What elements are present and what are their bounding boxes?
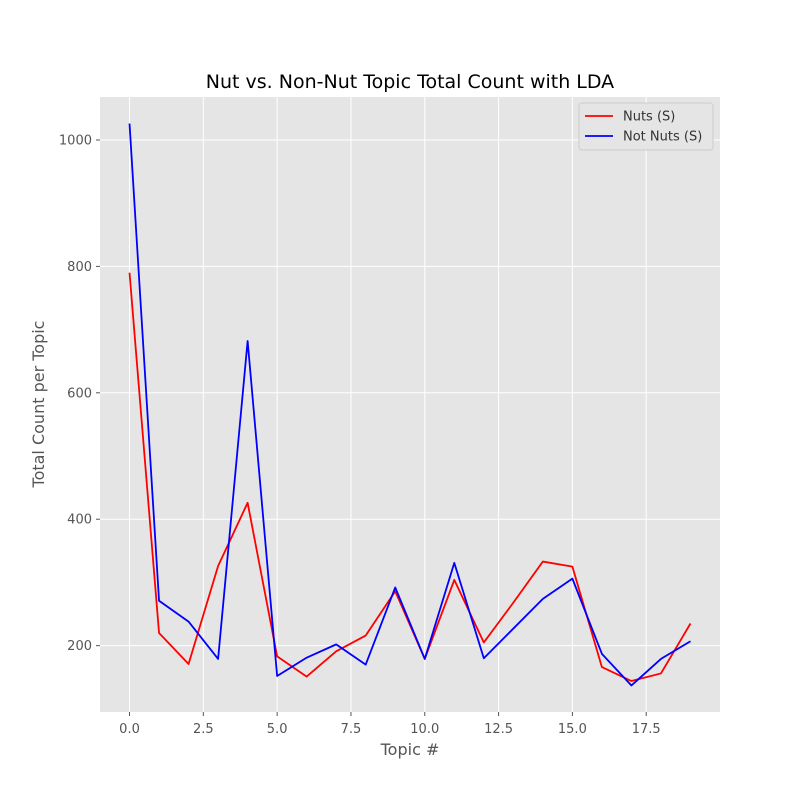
y-tick-label: 800: [67, 260, 92, 275]
x-axis-label: Topic #: [380, 740, 440, 759]
legend: Nuts (S) Not Nuts (S): [578, 102, 714, 151]
x-tick-label: 17.5: [632, 722, 661, 737]
x-tick-label: 5.0: [267, 722, 288, 737]
y-tick-label: 200: [67, 639, 92, 654]
plot-background: [100, 97, 720, 712]
legend-box: [578, 102, 714, 151]
y-axis-label: Total Count per Topic: [29, 321, 48, 489]
y-tick-label: 400: [67, 513, 92, 528]
legend-label-1: Nuts (S): [623, 110, 675, 125]
axes: 0.0 2.5 5.0 7.5 10.0 12.5 15.0 17.5 200 400 600 800…: [59, 133, 661, 737]
y-tick-label: 1000: [59, 133, 92, 148]
chart-title: Nut vs. Non-Nut Topic Total Count with L…: [206, 71, 614, 93]
series-line-2: [128, 123, 691, 687]
legend-label-2: Not Nuts (S): [623, 130, 702, 145]
x-tick-label: 2.5: [193, 722, 214, 737]
x-tick-label: 12.5: [484, 722, 513, 737]
series-layer: [128, 123, 692, 687]
x-tick-label: 10.0: [410, 722, 439, 737]
x-tick-label: 7.5: [341, 722, 362, 737]
y-tick-label: 600: [67, 386, 92, 401]
x-tick-label: 15.0: [558, 722, 587, 737]
x-tick-label: 0.0: [119, 722, 140, 737]
